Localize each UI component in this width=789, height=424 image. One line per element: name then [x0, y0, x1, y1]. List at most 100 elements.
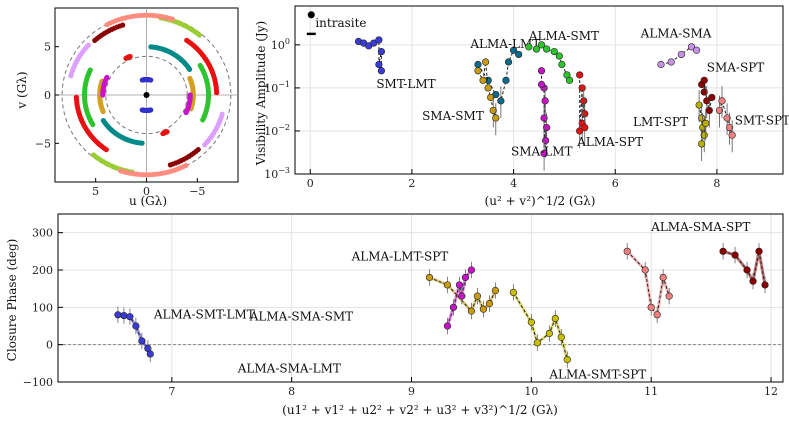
cp-point: [120, 311, 128, 320]
amp-point: [565, 76, 574, 84]
amp-model-curve: [541, 70, 548, 154]
cp-ytick-label: 300: [32, 227, 53, 240]
uv-point: [160, 130, 166, 137]
cp-point: [545, 329, 553, 338]
cp-point: [458, 292, 466, 300]
amp-baseline-label: SMT-SPT: [735, 114, 789, 128]
cp-point: [653, 311, 661, 319]
amp-point: [525, 43, 533, 51]
cp-point: [491, 286, 499, 295]
uv-ylabel: v (Gλ): [15, 71, 29, 109]
amp-point: [482, 58, 490, 66]
cp-model-band: [512, 291, 569, 360]
amp-point: [375, 60, 383, 69]
uv-point: [87, 67, 93, 73]
cp-triangle-label: ALMA-SMT-LMT: [153, 308, 255, 322]
amp-point: [576, 71, 584, 79]
amp-ytick-label: 10−3: [264, 166, 290, 181]
cp-point: [623, 247, 631, 255]
cp-xlabel: (u1² + v1² + u2² + v2² + u3² + v3²)^1/2 …: [282, 403, 558, 417]
cp-point: [719, 247, 727, 255]
amp-point: [558, 60, 566, 69]
uv-point: [127, 53, 133, 60]
uv-point: [104, 74, 110, 81]
amp-point: [492, 114, 500, 122]
amp-ytick-label: 10−1: [264, 80, 290, 95]
amp-point: [515, 50, 523, 59]
amp-point: [718, 97, 726, 105]
cp-point: [479, 305, 488, 313]
uv-xtick-label: −5: [189, 185, 205, 198]
amp-point: [307, 11, 315, 19]
uv-point: [214, 90, 220, 96]
cp-point: [641, 266, 649, 274]
cp-point: [114, 311, 122, 319]
cp-point: [443, 281, 452, 289]
amp-point: [542, 136, 550, 145]
cp-point: [509, 288, 517, 297]
uv-point: [120, 22, 126, 28]
cp-point: [467, 266, 476, 274]
cp-point: [461, 273, 470, 282]
amp-baseline-label: SMA-SPT: [707, 61, 765, 75]
uv-point: [200, 117, 206, 123]
amp-point: [703, 97, 711, 105]
amp-point: [698, 114, 706, 122]
uv-xtick-label: 0: [143, 185, 150, 198]
cp-xtick-label: 10: [524, 385, 538, 398]
cp-point: [473, 292, 482, 300]
amp-point: [537, 80, 546, 89]
amp-point: [502, 76, 510, 84]
cp-triangle-label: ALMA-SMA-SPT: [650, 220, 750, 234]
uv-point: [183, 109, 189, 116]
amp-baseline-label: intrasite: [315, 16, 366, 30]
cp-point: [749, 277, 757, 285]
cp-xtick-label: 9: [408, 385, 415, 398]
uv-coverage-panel: 5 0 −5 5 0 −5: [35, 7, 239, 198]
cp-point: [126, 313, 134, 321]
amp-point: [497, 97, 505, 105]
amp-point: [504, 58, 513, 66]
uv-xtick-label: 5: [92, 185, 99, 198]
uv-point: [85, 42, 91, 48]
cp-ylabel: Closure Phase (deg): [5, 239, 19, 362]
cp-triangle-label: ALMA-SMA-LMT: [237, 362, 341, 376]
amp-point: [484, 84, 492, 92]
cp-point: [443, 322, 452, 330]
uv-point: [167, 162, 173, 168]
uv-ytick-label: 5: [44, 41, 51, 54]
visibility-amplitude-panel: 0 2 4 6 8 10−3 10−2 10−1 100 intrasite SMT-LMT ALMA…: [264, 5, 789, 190]
amp-xtick-label: 6: [612, 177, 619, 190]
amp-point: [695, 101, 703, 109]
cp-point: [563, 356, 571, 364]
amp-point: [474, 60, 482, 69]
amp-point: [540, 149, 548, 158]
amp-ytick-exponent: 0: [285, 37, 290, 46]
amp-point: [537, 41, 546, 49]
cp-ytick-label: 0: [46, 339, 53, 352]
amp-point: [708, 93, 716, 102]
amp-point: [555, 52, 563, 60]
uv-point: [148, 77, 154, 83]
cp-point: [485, 300, 494, 308]
amp-point: [705, 106, 713, 115]
amp-point: [715, 106, 724, 115]
amp-point: [657, 60, 665, 69]
amp-point: [377, 47, 386, 56]
amp-point: [375, 36, 383, 44]
amp-frame: [294, 5, 784, 175]
amp-ytick-exponent: −1: [278, 80, 290, 89]
cp-xtick-label: 12: [764, 385, 778, 398]
amp-baseline-label: SMT-LMT: [376, 77, 435, 91]
amp-baseline-label: ALMA-SMT: [528, 29, 599, 43]
cp-triangle-label: ALMA-SMA-SMT: [249, 309, 353, 323]
cp-point: [731, 251, 739, 259]
amp-point: [306, 32, 316, 36]
cp-point: [138, 337, 146, 345]
cp-point: [551, 314, 559, 323]
cp-point: [425, 273, 434, 282]
cp-triangle-label: ALMA-SMT-SPT: [548, 367, 646, 381]
amp-point: [489, 106, 497, 115]
uv-point: [139, 107, 145, 113]
amp-point: [581, 123, 589, 132]
